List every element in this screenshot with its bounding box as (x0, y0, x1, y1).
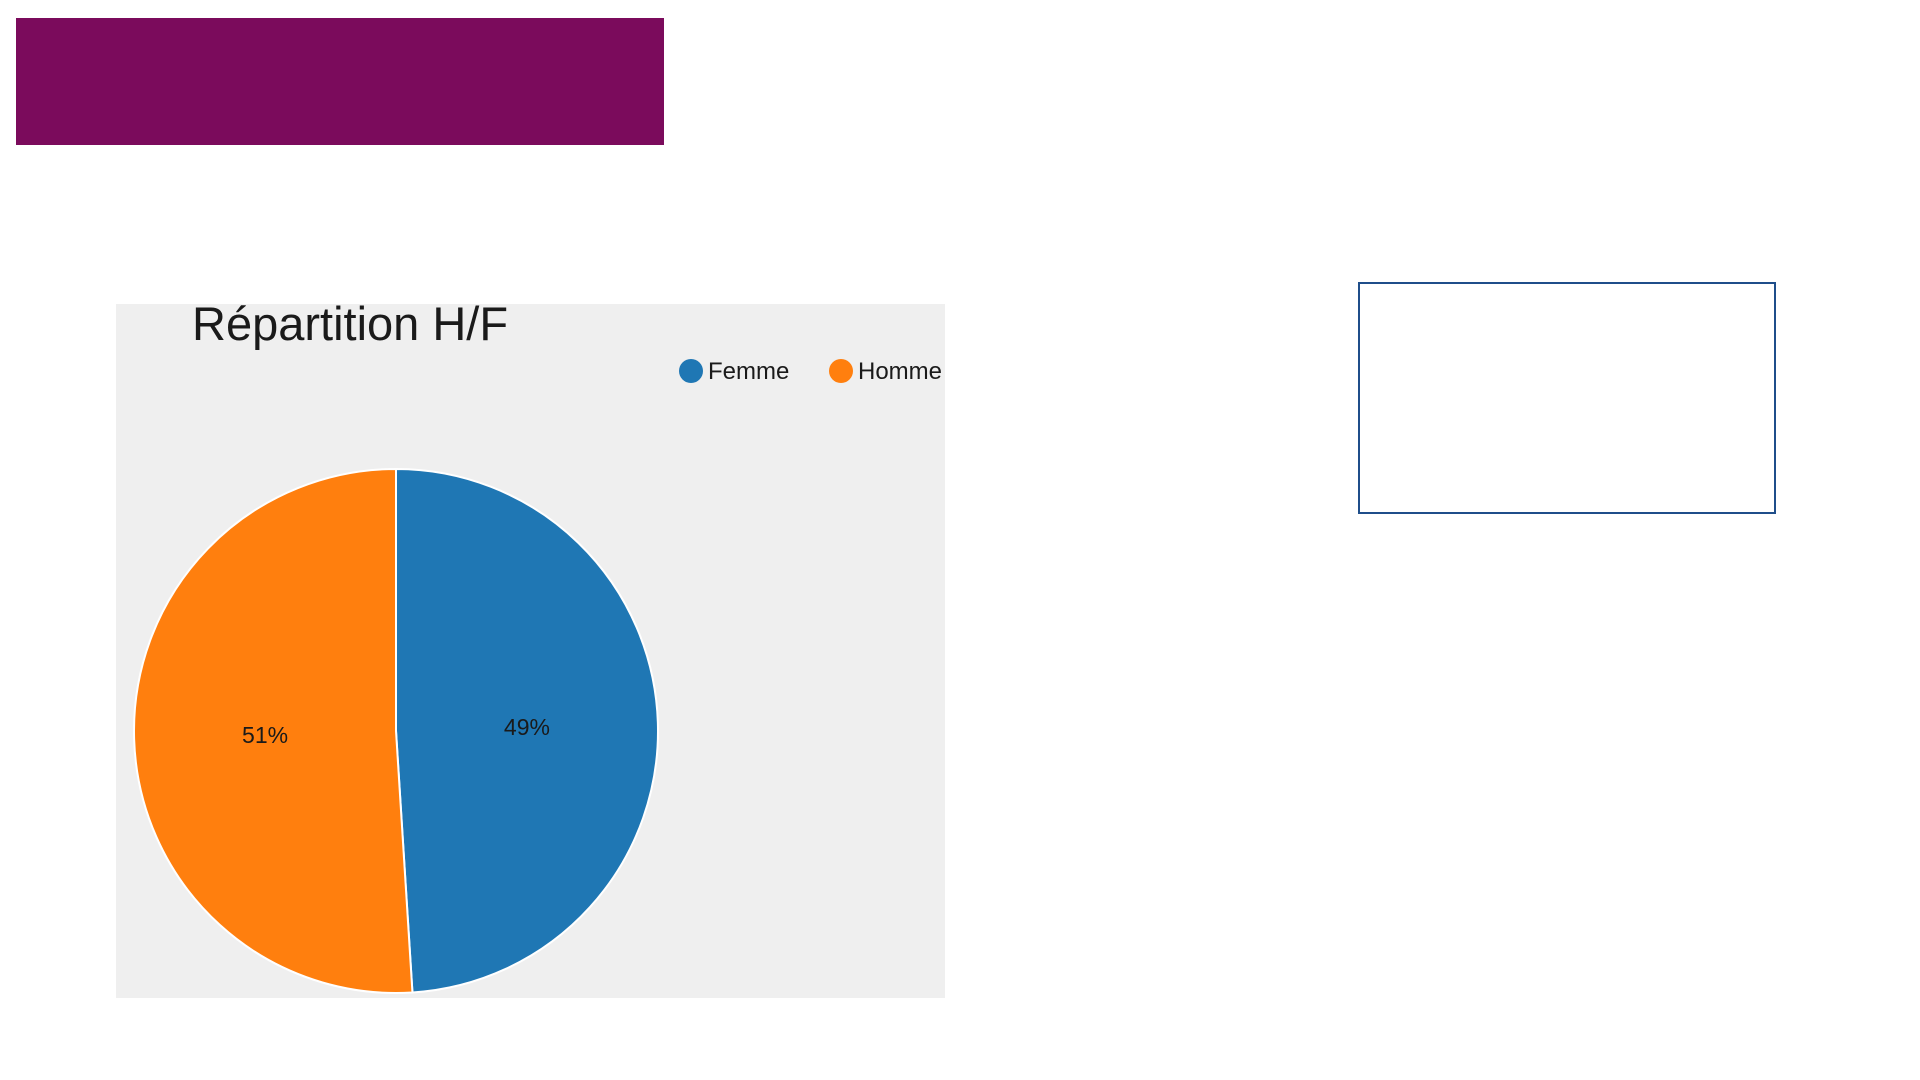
pie-chart: Répartition H/F Femme Homme 49% 51% (116, 304, 945, 998)
pie-slices (133, 467, 659, 994)
slice-label-femme: 49% (504, 714, 550, 740)
slice-label-homme: 51% (242, 722, 288, 748)
pie-chart-panel: Répartition H/F Femme Homme 49% 51% (116, 304, 945, 998)
legend-marker-homme (829, 359, 853, 383)
text-box (1358, 282, 1776, 514)
legend-label-homme: Homme (858, 358, 942, 385)
chart-legend: Femme Homme (679, 358, 942, 385)
legend-marker-femme (679, 359, 703, 383)
chart-title: Répartition H/F (192, 304, 508, 350)
legend-label-femme: Femme (708, 358, 789, 385)
pie-slice-femme (395, 467, 659, 994)
header-banner (16, 18, 664, 145)
pie-slice-homme (133, 467, 414, 994)
